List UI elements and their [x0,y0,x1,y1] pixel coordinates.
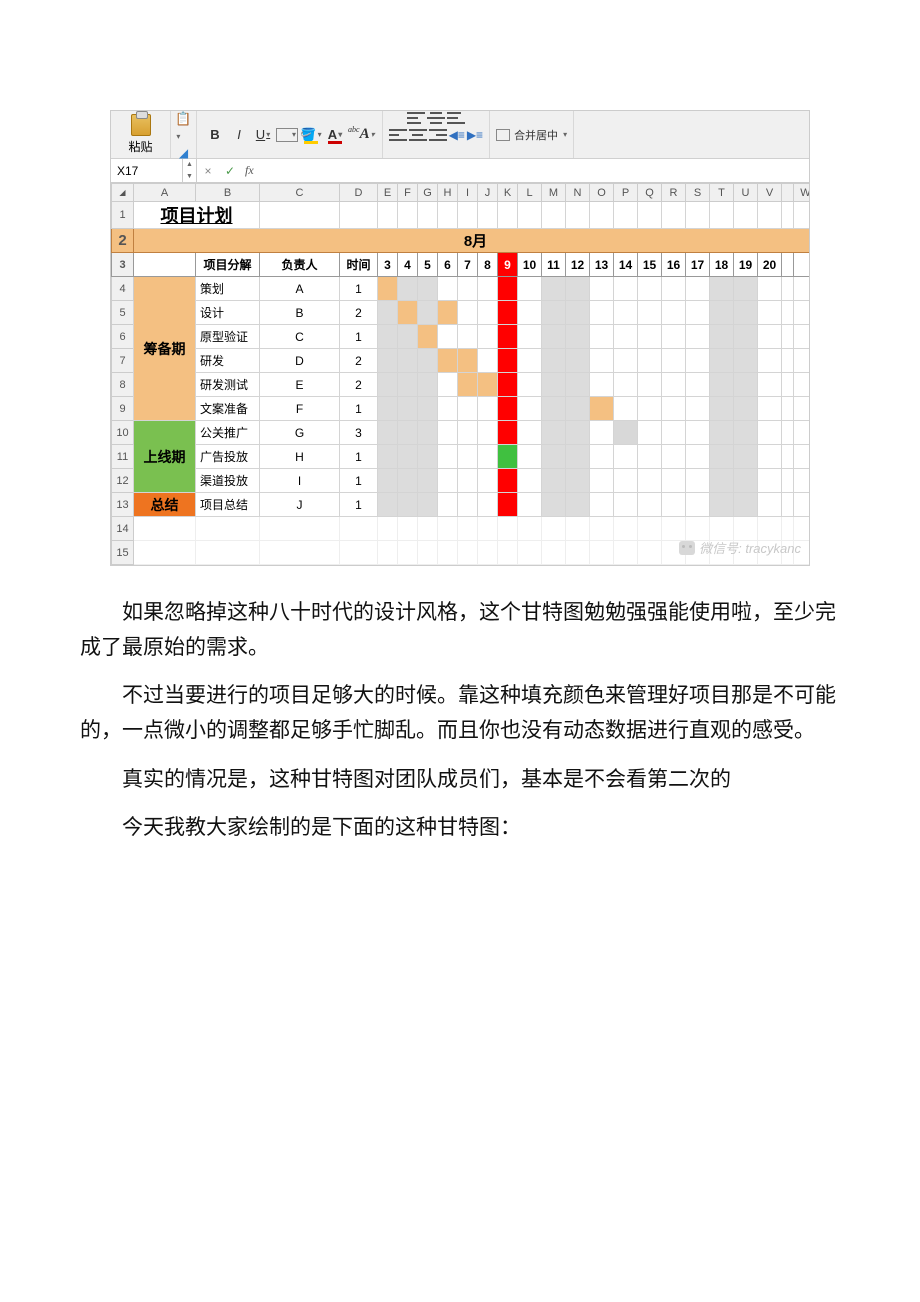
underline-button[interactable]: U▾ [252,124,274,146]
article-paragraph: 真实的情况是，这种甘特图对团队成员们，基本是不会看第二次的 [80,763,840,798]
phase-cell: 上线期 [134,421,196,493]
row-header[interactable]: 8 [112,373,134,397]
align-mid-icon[interactable] [427,111,445,125]
bold-button[interactable]: B [204,124,226,146]
align-center-icon[interactable] [409,128,427,142]
paste-group[interactable]: 粘贴 [111,111,171,158]
wechat-icon [679,541,695,555]
article-body: 如果忽略掉这种八十时代的设计风格，这个甘特图勉勉强强能使用啦，至少完成了最原始的… [80,596,840,846]
align-group: ◀≡ ▶≡ [383,111,490,158]
sheet-title: 项目计划 [134,202,260,229]
row-header[interactable]: 9 [112,397,134,421]
paste-icon [131,114,151,136]
name-box-spinner[interactable]: ▲▼ [183,159,197,182]
ribbon: 粘贴 📋▾ ◢ B I U▾ ▾ 🪣▾ A▾ abcA▾ ◀≡ [111,111,809,159]
row-header[interactable]: 10 [112,421,134,445]
font-group: B I U▾ ▾ 🪣▾ A▾ abcA▾ [197,111,383,158]
row-header[interactable]: 5 [112,301,134,325]
italic-button[interactable]: I [228,124,250,146]
row-header[interactable]: 4 [112,277,134,301]
row-header[interactable]: 2 [112,229,134,253]
row-header[interactable]: 11 [112,445,134,469]
fx-label[interactable]: fx [241,163,258,178]
row-header[interactable]: 15 [112,541,134,565]
row-header[interactable]: 7 [112,349,134,373]
outdent-button[interactable]: ◀≡ [449,128,465,142]
article-paragraph: 不过当要进行的项目足够大的时候。靠这种填充颜色来管理好项目那是不可能的，一点微小… [80,679,840,748]
article-paragraph: 如果忽略掉这种八十时代的设计风格，这个甘特图勉勉强强能使用啦，至少完成了最原始的… [80,596,840,665]
align-top-icon[interactable] [407,111,425,125]
fill-color-button[interactable]: 🪣▾ [300,124,322,146]
border-button[interactable]: ▾ [276,128,298,142]
copy-icon[interactable]: 📋▾ [175,111,191,142]
align-right-icon[interactable] [429,128,447,142]
align-left-icon[interactable] [389,128,407,142]
row-header[interactable]: 6 [112,325,134,349]
phonetic-button[interactable]: abcA▾ [348,124,375,146]
merge-group[interactable]: 合并居中 ▾ [490,111,574,158]
paste-label: 粘贴 [128,138,152,155]
column-headers[interactable]: ◢ABCDEFGHIJKLMNOPQRSTUVW [112,184,810,202]
article-paragraph: 今天我教大家绘制的是下面的这种甘特图： [80,811,840,846]
clipboard-extra: 📋▾ ◢ [171,111,197,158]
row-header[interactable]: 3 [112,253,134,277]
align-bot-icon[interactable] [447,111,465,125]
merge-icon [496,129,510,141]
font-color-button[interactable]: A▾ [324,124,346,146]
row-header[interactable]: 14 [112,517,134,541]
row-header[interactable]: 12 [112,469,134,493]
row-header[interactable]: 1 [112,202,134,229]
enter-formula-icon[interactable]: ✓ [219,164,241,178]
excel-screenshot: 粘贴 📋▾ ◢ B I U▾ ▾ 🪣▾ A▾ abcA▾ ◀≡ [110,110,810,566]
name-box[interactable]: X17 [111,159,183,182]
phase-cell: 筹备期 [134,277,196,421]
cancel-formula-icon[interactable]: × [197,164,219,178]
watermark: 微信号: tracykanc [679,538,801,557]
month-header: 8月 [134,229,810,253]
formula-bar: X17 ▲▼ × ✓ fx [111,159,809,183]
phase-cell: 总结 [134,493,196,517]
row-header[interactable]: 13 [112,493,134,517]
format-painter-icon[interactable]: ◢ [179,146,188,160]
spreadsheet-grid[interactable]: ◢ABCDEFGHIJKLMNOPQRSTUVW1项目计划28月3项目分解负责人… [111,183,809,565]
merge-label: 合并居中 [514,127,558,143]
indent-button[interactable]: ▶≡ [467,128,483,142]
